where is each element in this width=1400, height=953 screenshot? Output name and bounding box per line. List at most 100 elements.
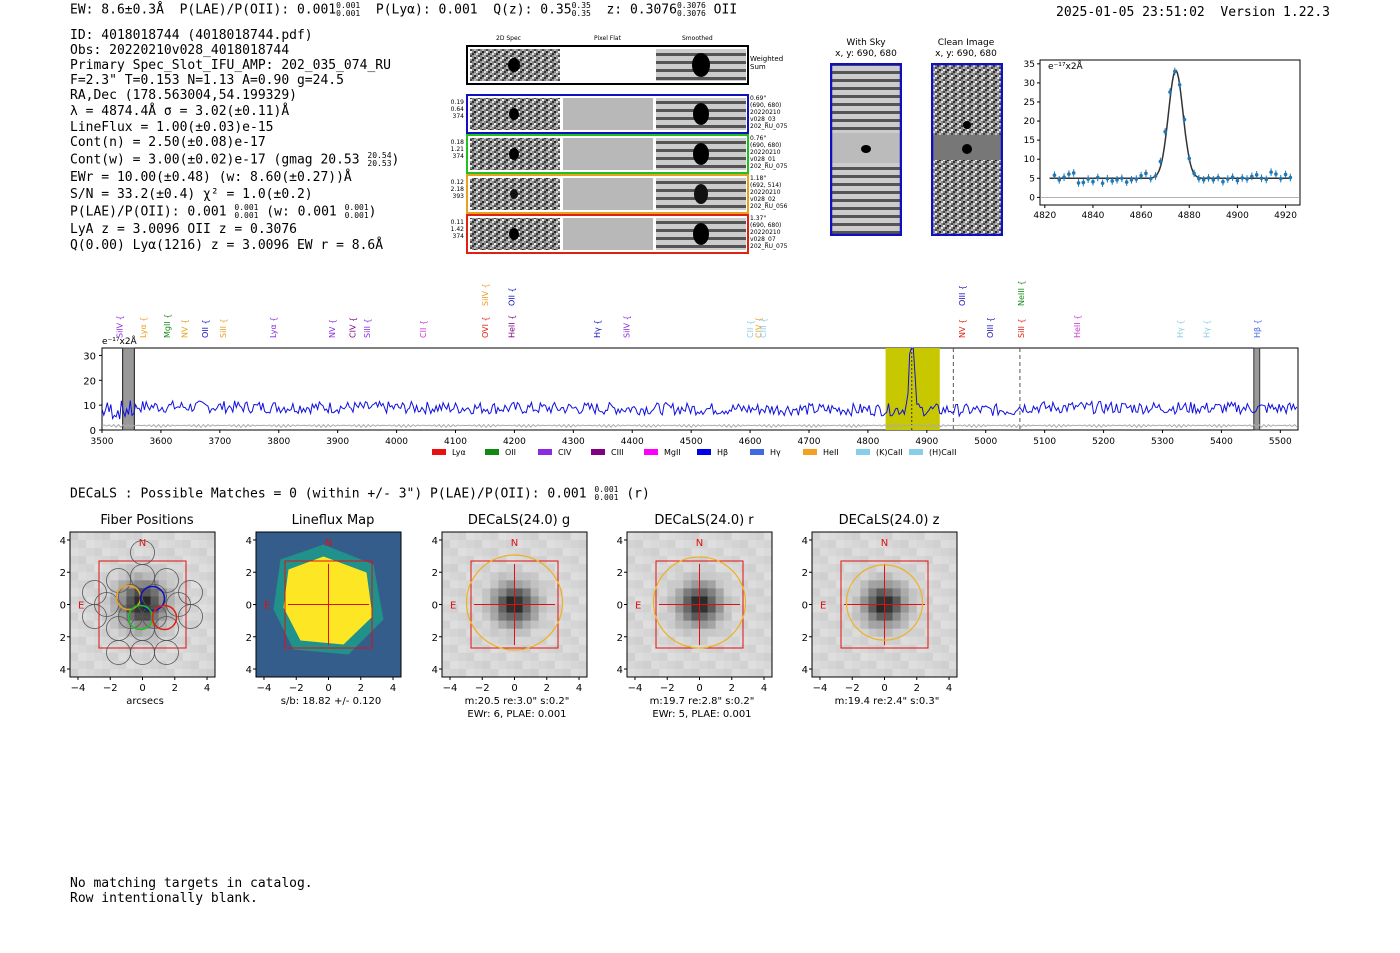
image-pixel: [884, 532, 894, 541]
image-pixel: [884, 572, 894, 581]
image-pixel: [948, 652, 958, 662]
image-pixel: [723, 572, 733, 581]
image-pixel: [635, 588, 644, 597]
image-pixel: [868, 580, 877, 589]
image-pixel: [506, 620, 515, 630]
clean-image-title: Clean Image x, y: 690, 680: [935, 38, 997, 59]
image-pixel: [852, 564, 861, 573]
fit-xtick-label: 4900: [1226, 211, 1249, 221]
image-pixel: [134, 668, 143, 678]
image-pixel: [763, 532, 773, 541]
image-pixel: [836, 604, 845, 614]
image-pixel: [715, 612, 725, 622]
image-pixel: [836, 660, 845, 670]
image-pixel: [651, 532, 660, 541]
spec-legend-label: (H)CaII: [929, 448, 956, 457]
image-pixel: [490, 620, 499, 630]
image-pixel: [134, 660, 143, 670]
image-pixel: [659, 580, 668, 589]
image-pixel: [755, 548, 765, 557]
image-pixel: [578, 660, 588, 670]
image-pixel: [530, 556, 540, 565]
image-pixel: [852, 668, 861, 678]
image-pixel: [844, 572, 853, 581]
image-pixel: [627, 580, 636, 589]
image-pixel: [78, 580, 87, 589]
image-pixel: [158, 548, 168, 557]
image-pixel: [731, 596, 741, 605]
fit-data-point: [1182, 117, 1187, 122]
image-pixel: [442, 588, 451, 597]
panel-xtick-label: 2: [729, 683, 735, 694]
image-pixel: [651, 556, 660, 565]
image-pixel: [70, 548, 79, 557]
image-pixel: [924, 620, 934, 630]
image-pixel: [94, 588, 103, 597]
image-pixel: [852, 580, 861, 589]
fit-data-point: [1240, 176, 1245, 180]
image-pixel: [763, 588, 773, 597]
image-pixel: [667, 612, 676, 622]
image-pixel: [538, 660, 548, 670]
image-pixel: [683, 644, 692, 654]
image-pixel: [118, 548, 127, 557]
image-pixel: [900, 628, 910, 638]
image-pixel: [506, 636, 515, 646]
image-pixel: [530, 532, 540, 541]
row3-right-labels: 1.18" (692, 514) 20220210 v028_02 202_RU_056: [750, 175, 788, 210]
fiber-circle: [178, 604, 203, 629]
image-pixel: [755, 532, 765, 541]
image-pixel: [763, 556, 773, 565]
image-pixel: [102, 548, 111, 557]
image-pixel: [102, 532, 111, 541]
image-pixel: [844, 668, 853, 678]
image-pixel: [860, 532, 869, 541]
image-pixel: [174, 620, 184, 630]
fit-data-point: [1168, 90, 1172, 94]
row1-left-labels: 0.19 0.64 374: [450, 99, 464, 120]
image-pixel: [102, 668, 111, 678]
image-pixel: [498, 548, 507, 557]
spec-line-label: Lyα {: [269, 317, 278, 338]
image-pixel: [70, 532, 79, 541]
image-pixel: [940, 628, 950, 638]
image-pixel: [482, 620, 491, 630]
image-pixel: [102, 596, 111, 605]
image-pixel: [836, 644, 845, 654]
panel-ytick-label: −4: [617, 665, 623, 676]
image-pixel: [70, 564, 79, 573]
panel-xtick-label: 0: [511, 683, 517, 694]
image-pixel: [94, 580, 103, 589]
image-pixel: [860, 612, 869, 622]
image-pixel: [86, 596, 95, 605]
image-pixel: [916, 532, 926, 541]
image-pixel: [635, 564, 644, 573]
image-pixel: [498, 588, 507, 597]
image-pixel: [110, 556, 119, 565]
image-pixel: [715, 628, 725, 638]
image-pixel: [675, 556, 684, 565]
image-pixel: [860, 548, 869, 557]
fit-data-point: [1095, 175, 1100, 180]
image-pixel: [554, 628, 564, 638]
image-pixel: [166, 660, 176, 670]
image-pixel: [498, 620, 507, 630]
image-pixel: [190, 660, 200, 670]
image-pixel: [86, 660, 95, 670]
image-pixel: [747, 556, 757, 565]
spec-xtick-label: 5400: [1210, 437, 1233, 447]
image-pixel: [78, 564, 87, 573]
image-pixel: [667, 628, 676, 638]
image-pixel: [860, 644, 869, 654]
image-pixel: [482, 588, 491, 597]
fit-data-point: [1144, 171, 1148, 176]
image-pixel: [546, 652, 556, 662]
image-pixel: [699, 564, 709, 573]
aperture-box: [284, 560, 373, 649]
image-pixel: [450, 612, 459, 622]
panel-xtick-label: 0: [696, 683, 702, 694]
image-pixel: [908, 580, 918, 589]
aperture-box: [98, 560, 187, 649]
fit-xtick-label: 4860: [1130, 211, 1153, 221]
image-pixel: [900, 604, 910, 614]
